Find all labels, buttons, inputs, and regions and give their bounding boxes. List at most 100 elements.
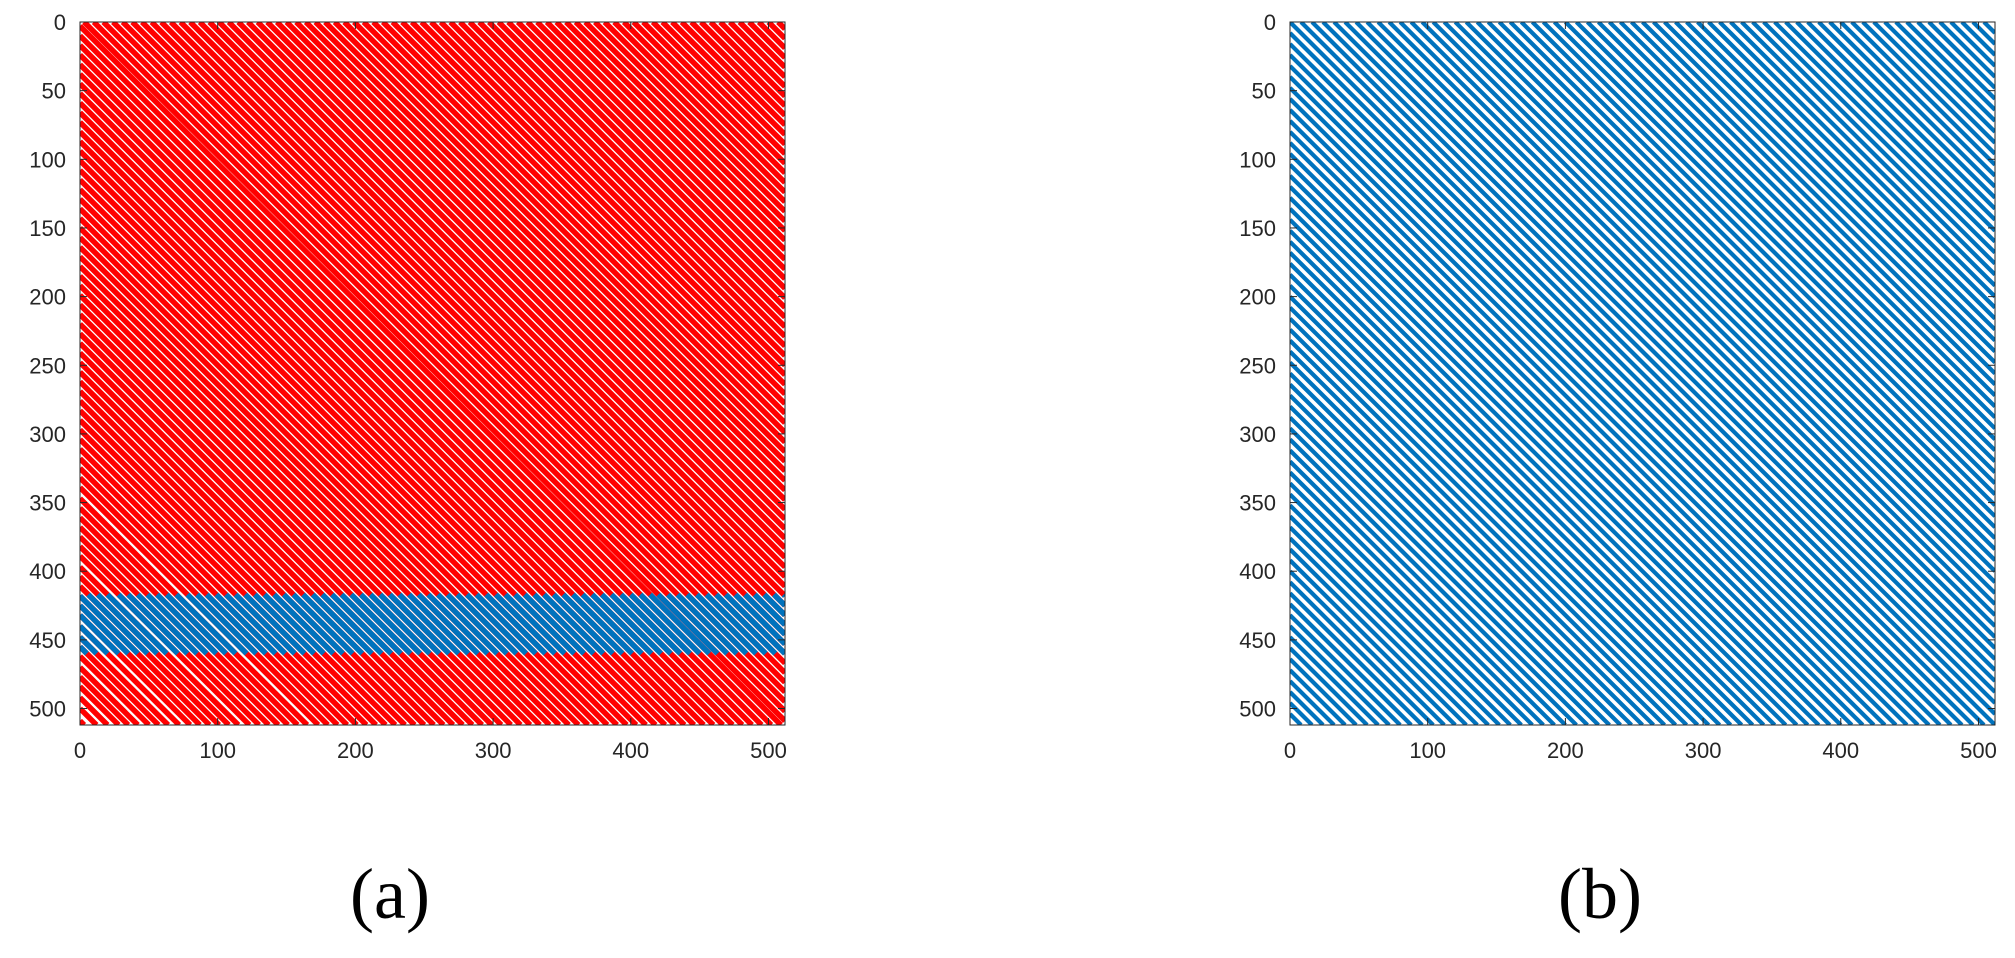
data-line-blue <box>80 603 131 656</box>
data-line-blue <box>1354 22 1995 661</box>
data-line-blue <box>1916 22 1995 101</box>
data-line-blue <box>291 592 355 656</box>
data-line-red <box>525 22 785 281</box>
data-line-blue <box>1530 22 1995 485</box>
data-line-red <box>80 341 465 725</box>
data-line-blue <box>1290 75 1942 725</box>
data-line-red <box>554 22 785 252</box>
data-line-blue <box>503 592 567 656</box>
data-line-blue <box>580 592 644 656</box>
data-line-blue <box>1971 22 1995 46</box>
data-line-blue <box>252 592 317 656</box>
data-line-blue <box>1343 22 1995 672</box>
data-line-red <box>573 22 785 233</box>
data-line-blue <box>1806 22 1995 211</box>
y-tick-label: 300 <box>29 422 66 447</box>
data-line-red <box>188 22 785 618</box>
data-line-blue <box>648 592 712 656</box>
data-line-blue <box>1552 22 1995 463</box>
data-line-red <box>159 22 785 646</box>
data-line-blue <box>1310 22 1995 705</box>
data-line-blue <box>1290 31 1986 725</box>
data-line-blue <box>426 592 490 656</box>
data-line-red <box>564 22 785 243</box>
y-tick-label: 350 <box>1239 491 1276 516</box>
data-line-blue <box>126 592 190 656</box>
data-line-blue <box>1574 22 1995 441</box>
data-line-blue <box>214 592 278 656</box>
data-line-blue <box>638 592 702 656</box>
data-line-blue <box>378 592 442 656</box>
data-line-red <box>641 22 785 166</box>
data-line-blue <box>1718 22 1995 299</box>
data-line-blue <box>262 592 326 656</box>
data-line-red <box>80 695 110 725</box>
data-line-blue <box>1607 22 1995 408</box>
data-line-blue <box>1290 448 1567 725</box>
data-line-blue <box>1409 22 1995 606</box>
x-tick-label: 200 <box>1547 738 1584 763</box>
data-line-red <box>217 22 785 589</box>
x-tick-label: 400 <box>612 738 649 763</box>
data-line-blue <box>704 592 768 656</box>
y-tick-label: 450 <box>29 628 66 653</box>
data-line-red <box>679 22 785 127</box>
x-tick-label: 200 <box>337 738 374 763</box>
data-line-blue <box>694 592 759 656</box>
data-line-red <box>140 22 785 666</box>
data-line-red <box>80 399 407 725</box>
data-line-blue <box>772 592 785 608</box>
data-line-blue <box>1290 602 1413 725</box>
data-line-red <box>583 22 785 224</box>
data-line-blue <box>1290 185 1832 725</box>
data-line-blue <box>1321 22 1995 694</box>
data-line-blue <box>714 592 778 656</box>
data-line-blue <box>397 592 461 656</box>
data-line-blue <box>174 592 238 656</box>
data-line-red <box>111 22 785 694</box>
data-line-blue <box>1290 108 1909 725</box>
data-line-red <box>593 22 785 214</box>
data-line-blue <box>407 592 471 656</box>
x-tick-label: 0 <box>74 738 86 763</box>
data-line-blue <box>1290 470 1545 725</box>
data-line-red <box>80 389 417 725</box>
data-line-red <box>487 22 785 320</box>
data-line-blue <box>1585 22 1995 430</box>
data-line-red <box>689 22 785 118</box>
data-line-blue <box>368 592 432 656</box>
chart-panel-a: 0 100 200 300 400 500 0 50 100 150 200 250 300 350 400… <box>29 10 787 934</box>
data-line-blue <box>1290 536 1479 725</box>
data-line-red <box>371 22 785 435</box>
data-line-blue <box>1784 22 1995 233</box>
data-line-red <box>80 674 131 725</box>
data-line-blue <box>1290 382 1633 725</box>
data-line-blue <box>1685 22 1995 332</box>
data-line-blue <box>1795 22 1995 222</box>
data-line-blue <box>513 592 577 656</box>
data-line-blue <box>1519 22 1995 496</box>
data-line-blue <box>609 592 673 656</box>
data-line-blue <box>1641 22 1995 375</box>
data-line-blue <box>1290 42 1975 725</box>
data-line-blue <box>493 592 557 656</box>
data-line-blue <box>1290 591 1424 725</box>
data-line-blue <box>301 592 365 656</box>
data-line-red <box>448 22 785 358</box>
data-line-blue <box>1905 22 1995 112</box>
data-line-blue <box>1290 668 1347 725</box>
y-tick-label: 400 <box>1239 559 1276 584</box>
data-line-blue <box>95 592 160 656</box>
data-line-red <box>80 456 350 725</box>
data-line-blue <box>1850 22 1995 167</box>
data-line-blue <box>1674 22 1995 343</box>
data-line-blue <box>1387 22 1995 628</box>
data-line-blue <box>455 592 519 656</box>
data-line-blue <box>1290 207 1810 725</box>
x-tick-label: 0 <box>1284 738 1296 763</box>
data-line-blue <box>675 592 739 656</box>
data-line-blue <box>436 592 500 656</box>
data-line-blue <box>762 592 785 618</box>
